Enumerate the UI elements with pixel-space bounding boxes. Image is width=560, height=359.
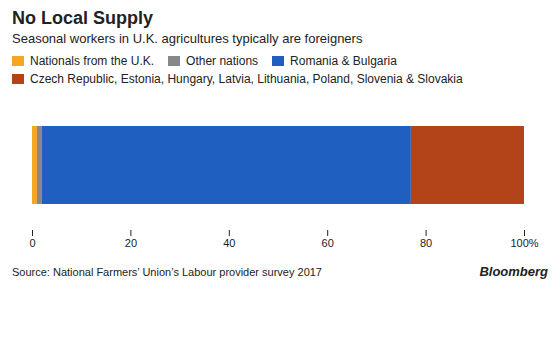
html-text:Other nations: Other nations (186, 54, 259, 68)
html-text:Romania & Bulgaria: Romania & Bulgaria (290, 54, 397, 68)
svg-text:40: 40 (223, 237, 235, 249)
html-text:No Local Supply: No Local Supply (12, 8, 153, 28)
svg-text:100%: 100% (510, 237, 538, 249)
svg-text:80: 80 (420, 237, 432, 249)
html-text:Czech Republic, Estonia, Hunga: Czech Republic, Estonia, Hungary, Latvia… (30, 72, 463, 86)
html-text:Bloomberg: Bloomberg (479, 264, 548, 279)
svg-text:60: 60 (322, 237, 334, 249)
html-text:Source: National Farmers’ Unio: Source: National Farmers’ Union’s Labour… (12, 266, 322, 278)
svg-text:0: 0 (29, 237, 35, 249)
html-text:Nationals from the U.K.: Nationals from the U.K. (30, 54, 155, 68)
html-text:Seasonal workers in U.K. agric: Seasonal workers in U.K. agricultures ty… (12, 31, 363, 46)
svg-text:20: 20 (125, 237, 137, 249)
